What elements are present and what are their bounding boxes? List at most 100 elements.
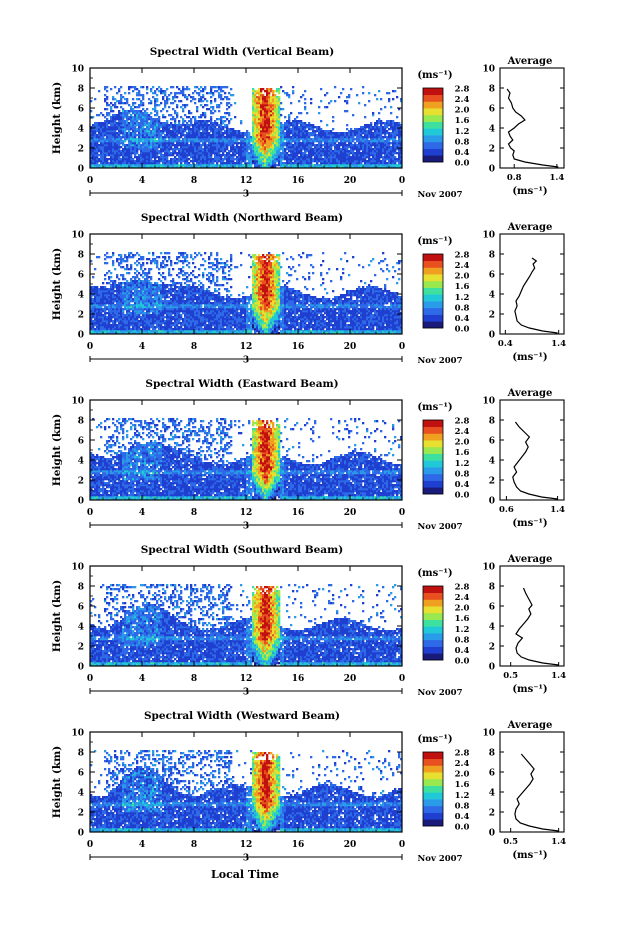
average-profile-line bbox=[507, 89, 558, 167]
x-tick-label: 4 bbox=[139, 840, 145, 850]
day-label: 3 bbox=[243, 356, 249, 366]
colorbar-segment bbox=[423, 142, 443, 149]
y-tick-label: 6 bbox=[78, 603, 84, 613]
colorbar-segment bbox=[423, 633, 443, 640]
x-tick-label: 20 bbox=[344, 674, 357, 684]
colorbar-segment bbox=[423, 779, 443, 786]
colorbar-segment bbox=[423, 653, 443, 660]
colorbar-segment bbox=[423, 115, 443, 122]
avg-x-tick-label: 0.5 bbox=[503, 671, 518, 681]
day-label: 3 bbox=[243, 190, 249, 200]
colorbar-unit: (ms⁻¹) bbox=[417, 236, 452, 247]
colorbar-tick-label: 0.8 bbox=[455, 469, 470, 479]
colorbar-tick-label: 1.6 bbox=[455, 448, 470, 458]
colorbar-tick-label: 1.2 bbox=[455, 459, 470, 469]
avg-y-tick-label: 6 bbox=[489, 105, 495, 115]
average-panel: Average 0 2 4 6 8 10 0.5 1.4 (ms⁻¹) bbox=[482, 720, 566, 861]
avg-y-tick-label: 10 bbox=[482, 729, 495, 739]
colorbar-segment bbox=[423, 288, 443, 295]
colorbar-tick-label: 2.8 bbox=[455, 749, 470, 759]
average-title: Average bbox=[507, 222, 553, 233]
colorbar-tick-label: 2.0 bbox=[455, 770, 470, 780]
y-tick-label: 10 bbox=[71, 729, 84, 739]
colorbar-segment bbox=[423, 254, 443, 261]
colorbar-segment bbox=[423, 799, 443, 806]
colorbar-segment bbox=[423, 447, 443, 454]
x-tick-label: 4 bbox=[139, 342, 145, 352]
avg-x-tick-label: 1.4 bbox=[551, 671, 566, 681]
colorbar-tick-label: 1.2 bbox=[455, 293, 470, 303]
avg-y-tick-label: 6 bbox=[489, 437, 495, 447]
x-tick-label: 16 bbox=[292, 342, 305, 352]
colorbar-segment bbox=[423, 640, 443, 647]
colorbar-segment bbox=[423, 586, 443, 593]
avg-x-tick-label: 1.4 bbox=[550, 505, 565, 515]
avg-y-tick-label: 0 bbox=[489, 331, 495, 341]
y-tick-label: 10 bbox=[71, 397, 84, 407]
avg-x-tick-label: 1.4 bbox=[551, 837, 566, 847]
heatmap-cells bbox=[90, 252, 402, 334]
colorbar-tick-label: 1.6 bbox=[455, 614, 470, 624]
avg-y-tick-label: 10 bbox=[482, 397, 495, 407]
average-title: Average bbox=[507, 720, 553, 731]
colorbar-segment bbox=[423, 647, 443, 654]
average-title: Average bbox=[507, 554, 553, 565]
avg-y-tick-label: 0 bbox=[489, 663, 495, 673]
day-label: 3 bbox=[243, 522, 249, 532]
colorbar-segment bbox=[423, 149, 443, 156]
avg-y-tick-label: 8 bbox=[489, 85, 495, 95]
day-label: 3 bbox=[243, 688, 249, 698]
chart-panel-1: Spectral Width (Vertical Beam)0246810Hei… bbox=[51, 46, 564, 200]
colorbar-tick-label: 1.2 bbox=[455, 791, 470, 801]
colorbar-segment bbox=[423, 460, 443, 467]
average-frame bbox=[500, 732, 564, 832]
avg-y-tick-label: 2 bbox=[489, 145, 495, 155]
colorbar-segment bbox=[423, 759, 443, 766]
x-tick-label: 0 bbox=[87, 342, 93, 352]
colorbar-segment bbox=[423, 620, 443, 627]
y-tick-label: 6 bbox=[78, 105, 84, 115]
colorbar-segment bbox=[423, 772, 443, 779]
y-tick-label: 0 bbox=[78, 829, 84, 839]
average-title: Average bbox=[507, 388, 553, 399]
colorbar-unit: (ms⁻¹) bbox=[417, 70, 452, 81]
colorbar-tick-label: 0.0 bbox=[455, 491, 470, 501]
colorbar-segment bbox=[423, 474, 443, 481]
x-tick-label: 0 bbox=[399, 840, 405, 850]
x-tick-label: 0 bbox=[399, 342, 405, 352]
colorbar-segment bbox=[423, 108, 443, 115]
date-label: Nov 2007 bbox=[418, 190, 463, 200]
colorbar-tick-label: 1.6 bbox=[455, 116, 470, 126]
colorbar-segment bbox=[423, 427, 443, 434]
x-tick-label: 16 bbox=[292, 674, 305, 684]
avg-y-tick-label: 2 bbox=[489, 311, 495, 321]
average-unit: (ms⁻¹) bbox=[512, 186, 547, 197]
x-tick-label: 16 bbox=[292, 840, 305, 850]
average-profile-line bbox=[516, 588, 559, 665]
colorbar-segment bbox=[423, 626, 443, 633]
colorbar-segment bbox=[423, 786, 443, 793]
colorbar-tick-label: 0.0 bbox=[455, 657, 470, 667]
y-tick-label: 4 bbox=[78, 291, 84, 301]
avg-y-tick-label: 6 bbox=[489, 271, 495, 281]
colorbar-tick-label: 0.8 bbox=[455, 137, 470, 147]
colorbar-tick-label: 0.4 bbox=[455, 314, 470, 324]
y-tick-label: 2 bbox=[78, 809, 84, 819]
average-frame bbox=[500, 68, 564, 168]
colorbar-tick-label: 2.4 bbox=[455, 593, 470, 603]
x-tick-label: 8 bbox=[191, 342, 197, 352]
colorbar-tick-label: 0.8 bbox=[455, 801, 470, 811]
y-tick-label: 6 bbox=[78, 271, 84, 281]
avg-y-tick-label: 8 bbox=[489, 417, 495, 427]
avg-y-tick-label: 4 bbox=[489, 125, 495, 135]
colorbar-segment bbox=[423, 155, 443, 162]
colorbar-segment bbox=[423, 819, 443, 826]
x-tick-label: 12 bbox=[240, 508, 253, 518]
colorbar-tick-label: 1.6 bbox=[455, 780, 470, 790]
avg-y-tick-label: 2 bbox=[489, 809, 495, 819]
y-tick-label: 10 bbox=[71, 563, 84, 573]
colorbar-segment bbox=[423, 813, 443, 820]
y-tick-label: 0 bbox=[78, 663, 84, 673]
colorbar-tick-label: 2.4 bbox=[455, 95, 470, 105]
y-tick-label: 8 bbox=[78, 583, 84, 593]
